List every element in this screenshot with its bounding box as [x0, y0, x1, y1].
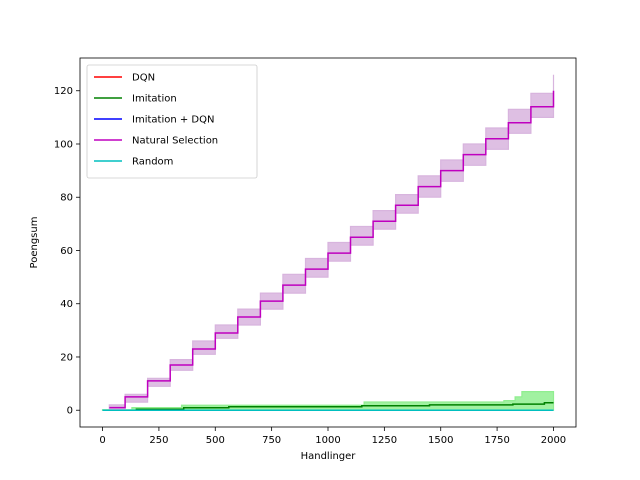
- x-tick-label: 2000: [541, 435, 566, 446]
- y-tick-label: 0: [67, 406, 73, 417]
- line-imitation: [102, 402, 554, 411]
- y-tick-label: 20: [60, 352, 73, 363]
- y-tick-label: 40: [60, 299, 73, 310]
- legend-label-random: Random: [132, 157, 173, 168]
- legend-label-natural-selection: Natural Selection: [132, 136, 218, 147]
- x-axis-label: Handlinger: [301, 451, 357, 462]
- y-tick-label: 100: [54, 139, 73, 150]
- x-tick-label: 1750: [484, 435, 509, 446]
- y-tick-label: 60: [60, 246, 73, 257]
- legend-label-imitation: Imitation: [132, 94, 177, 105]
- legend-label-imitation-dqn: Imitation + DQN: [132, 115, 214, 126]
- series-lines: [102, 90, 555, 411]
- y-tick-label: 80: [60, 193, 73, 204]
- x-tick-label: 250: [149, 435, 168, 446]
- x-axis-ticks: 0 250 500 750 1000 1250 1500 1750 2000: [99, 427, 566, 446]
- y-axis-ticks: 0 20 40 60 80 100 120: [54, 86, 80, 417]
- legend-box: [86, 64, 258, 179]
- y-tick-label: 120: [54, 86, 73, 97]
- x-tick-label: 1000: [315, 435, 340, 446]
- x-tick-label: 500: [206, 435, 225, 446]
- x-tick-label: 1250: [372, 435, 397, 446]
- legend: DQN Imitation Imitation + DQN Natural Selec…: [86, 64, 258, 179]
- line-natural-selection: [109, 90, 555, 409]
- legend-label-dqn: DQN: [132, 73, 155, 84]
- x-tick-label: 0: [99, 435, 105, 446]
- x-tick-label: 750: [262, 435, 281, 446]
- x-tick-label: 1500: [428, 435, 453, 446]
- y-axis-label: Poengsum: [29, 217, 40, 269]
